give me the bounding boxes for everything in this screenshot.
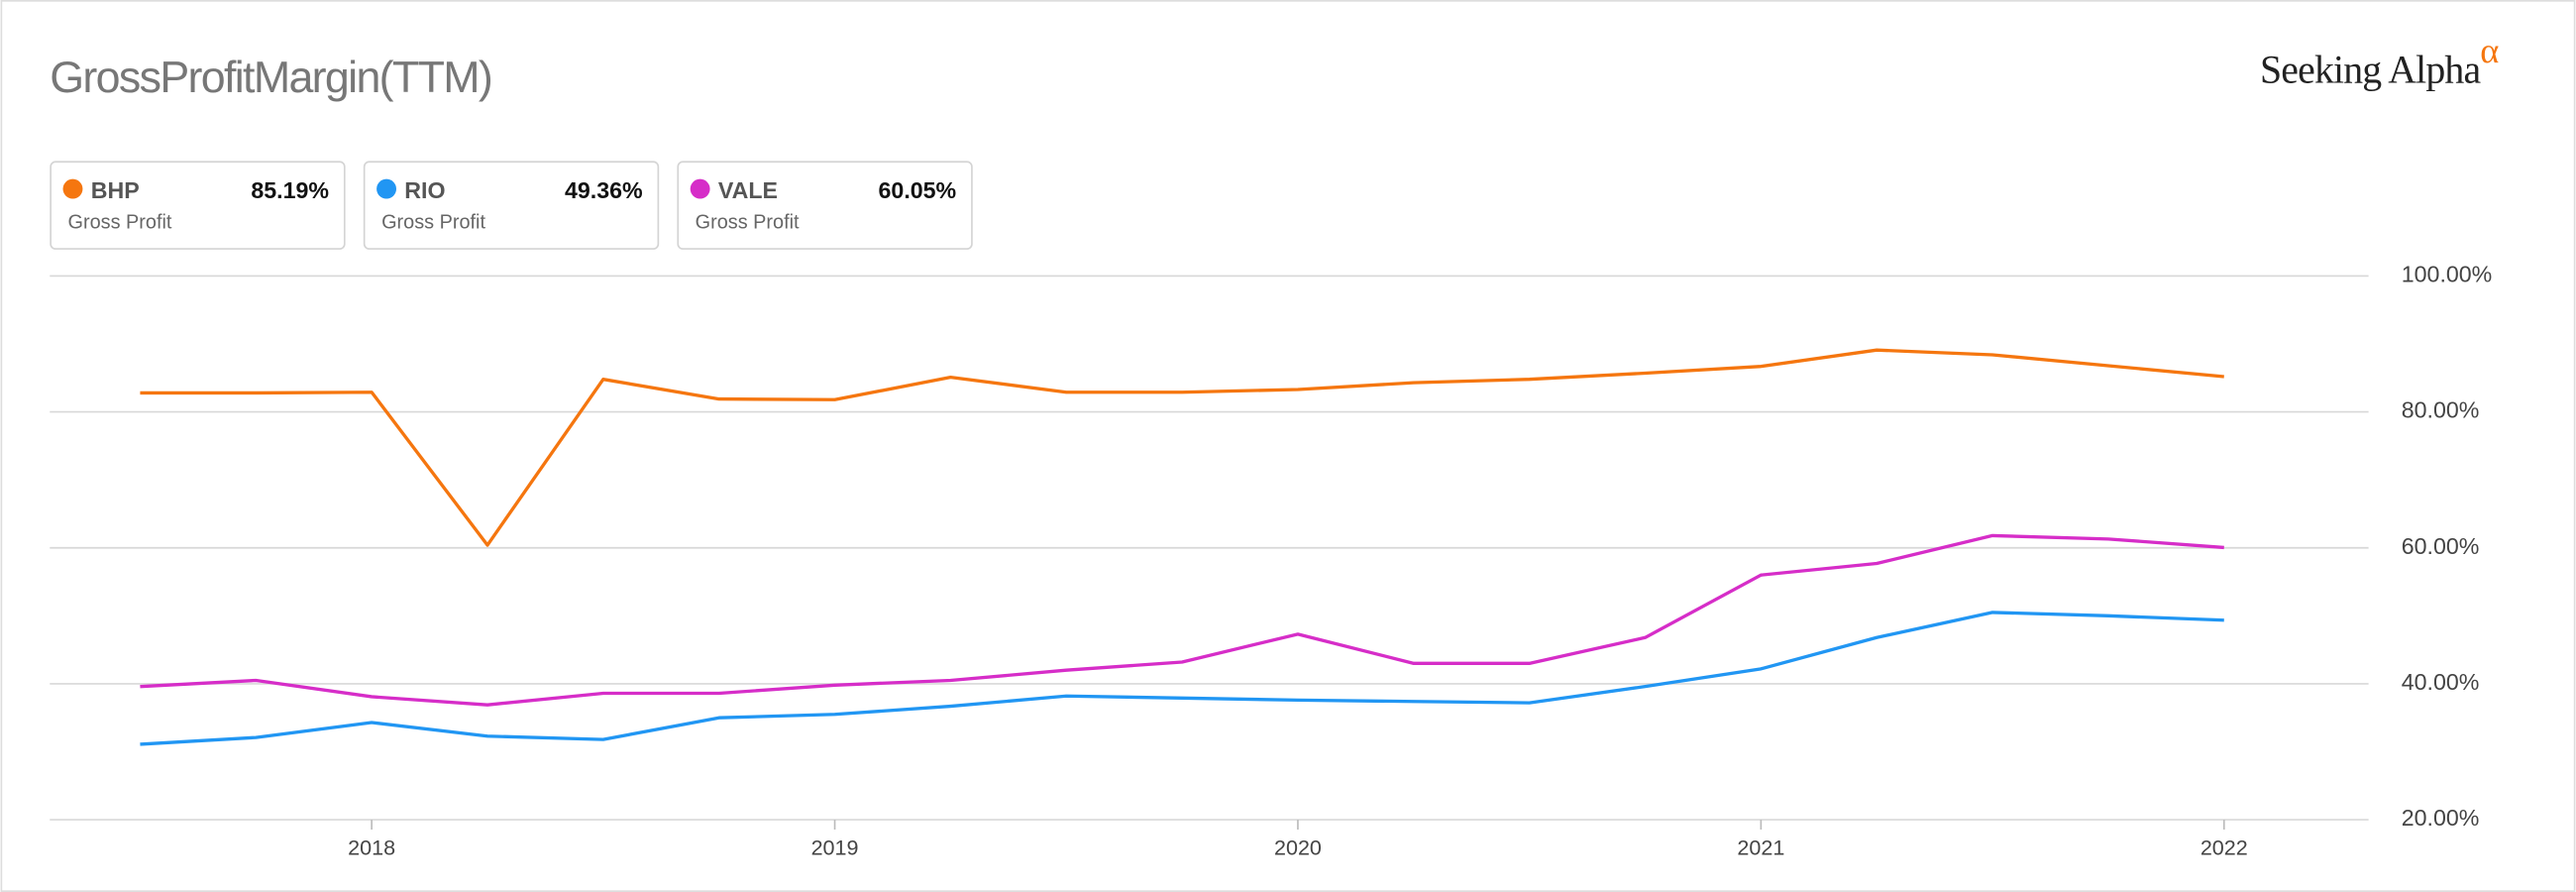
series-line: [140, 348, 2224, 547]
legend-metric: Gross Profit: [696, 212, 800, 234]
legend-card: [677, 161, 973, 250]
legend-metric: Gross Profit: [381, 212, 485, 234]
legend-metric: Gross Profit: [68, 212, 172, 234]
legend-value: 49.36%: [565, 177, 643, 203]
x-tick-label: 2022: [2200, 836, 2248, 860]
x-tick-label: 2019: [811, 836, 859, 860]
legend-name: VALE: [718, 177, 778, 203]
y-tick-label: 100.00%: [2402, 262, 2493, 287]
x-tick-label: 2021: [1737, 836, 1784, 860]
x-tick-label: 2020: [1274, 836, 1322, 860]
legend-dot: [376, 178, 396, 199]
series-line: [140, 611, 2224, 746]
y-tick-label: 60.00%: [2402, 533, 2480, 559]
legend-name: RIO: [404, 177, 445, 203]
legend-value: 60.05%: [879, 177, 957, 203]
y-tick-label: 40.00%: [2402, 669, 2480, 695]
legend-name: BHP: [91, 177, 140, 203]
y-tick-label: 80.00%: [2402, 397, 2480, 423]
series-line: [140, 533, 2224, 707]
y-tick-label: 20.00%: [2402, 805, 2480, 831]
chart-title: GrossProfitMargin(TTM): [50, 53, 491, 102]
x-tick-label: 2018: [348, 836, 395, 860]
logo-symbol: α: [2480, 31, 2499, 70]
logo: Seeking Alpha: [2260, 49, 2481, 92]
legend-value: 85.19%: [251, 177, 329, 203]
legend-card: [50, 161, 346, 250]
legend-card: [363, 161, 660, 250]
legend-dot: [62, 178, 83, 199]
legend-dot: [690, 178, 710, 199]
